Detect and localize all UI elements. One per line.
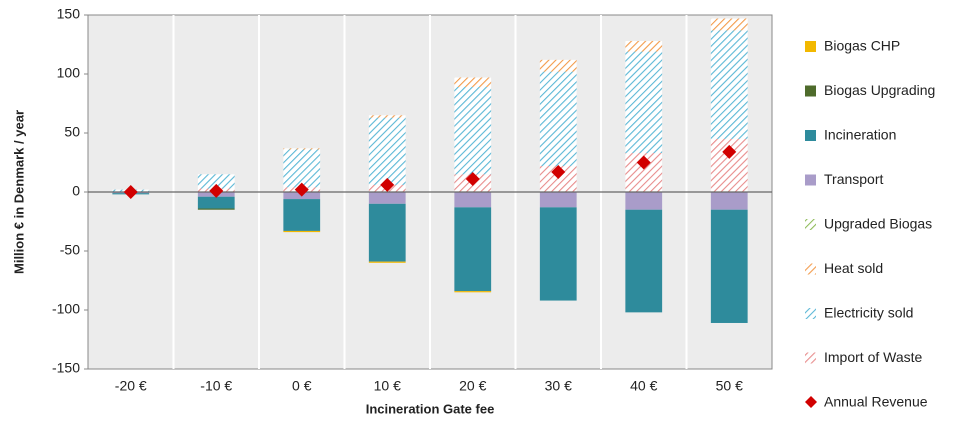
legend-label: Transport [824, 171, 884, 187]
revenue-marker [465, 172, 480, 187]
bar-segment [710, 30, 748, 139]
x-tick-label: 0 € [292, 378, 312, 394]
legend-label: Heat sold [824, 260, 883, 276]
revenue-marker [636, 155, 651, 170]
x-tick-label: 30 € [545, 378, 572, 394]
legend-label: Annual Revenue [824, 394, 928, 410]
x-tick-label: 20 € [459, 378, 486, 394]
x-tick-label: -20 € [115, 378, 147, 394]
legend-swatch [805, 85, 816, 97]
bar-segment [368, 261, 406, 263]
legend-label: Biogas Upgrading [824, 82, 935, 98]
revenue-marker [380, 177, 395, 192]
bar-segment [454, 207, 492, 292]
bar-segment [283, 148, 321, 150]
bar-segment [454, 77, 492, 87]
bar-segment [710, 18, 748, 31]
legend-label: Biogas CHP [824, 38, 900, 54]
x-tick-label: -10 € [200, 378, 232, 394]
bar-segment [197, 208, 235, 210]
bar-segment [197, 174, 235, 189]
y-tick-label: -50 [60, 242, 80, 258]
legend-swatch [805, 396, 817, 408]
legend-swatch [805, 130, 816, 141]
y-tick-label: 100 [57, 65, 81, 81]
revenue-marker [722, 144, 737, 159]
bar-segment [283, 230, 321, 233]
bar-segment [625, 192, 663, 210]
x-axis-label: Incineration Gate fee [366, 401, 495, 416]
legend-label: Import of Waste [824, 349, 923, 365]
bar-segment [283, 149, 321, 188]
legend-label: Incineration [824, 127, 896, 143]
y-tick-label: -100 [52, 301, 80, 317]
legend-swatch [805, 308, 816, 319]
bar-segment [625, 209, 663, 313]
x-tick-label: 10 € [374, 378, 401, 394]
bar-segment [454, 192, 492, 208]
bar-segment [539, 207, 577, 301]
bar-segment [539, 71, 577, 167]
legend-label: Upgraded Biogas [824, 216, 932, 232]
bar-segment [368, 203, 406, 262]
legend-swatch [805, 174, 816, 186]
bar-segment [197, 196, 235, 209]
x-tick-label: 40 € [630, 378, 657, 394]
y-tick-label: -150 [52, 360, 80, 376]
bar-segment [710, 192, 748, 210]
revenue-marker [123, 185, 138, 199]
revenue-marker [294, 182, 309, 197]
bar-segment [710, 209, 748, 323]
legend-label: Electricity sold [824, 305, 913, 321]
bar-segment [454, 291, 492, 293]
revenue-marker [551, 164, 566, 179]
revenue-marker [209, 183, 224, 198]
x-tick-label: 50 € [716, 378, 743, 394]
bar-segment [283, 199, 321, 231]
bar-segment [454, 86, 492, 175]
bar-segment [368, 117, 406, 185]
y-tick-label: 50 [64, 124, 80, 140]
y-tick-label: 150 [57, 6, 81, 22]
legend-swatch [805, 41, 816, 52]
y-tick-label: 0 [72, 183, 80, 199]
bar-segment [539, 59, 577, 72]
bar-segment [368, 115, 406, 118]
bar-segment [625, 51, 663, 154]
y-axis-label: Million € in Denmark / year [11, 110, 26, 274]
bar-segment [539, 192, 577, 208]
bar-segment [625, 40, 663, 52]
legend-swatch [805, 219, 816, 230]
legend-swatch [805, 352, 816, 364]
bar-segment [368, 192, 406, 204]
legend-swatch [805, 263, 816, 275]
